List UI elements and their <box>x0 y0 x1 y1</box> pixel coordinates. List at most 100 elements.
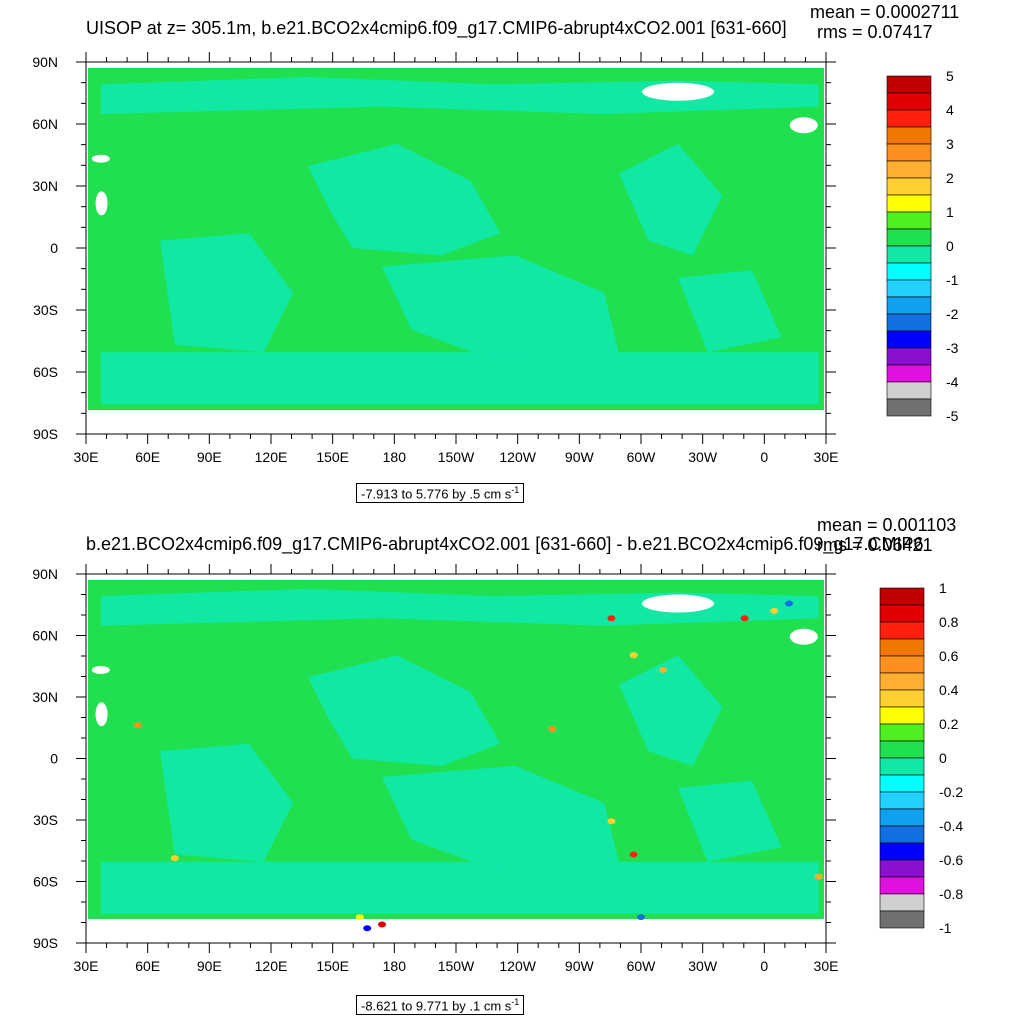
colorbar-label: -0.6 <box>939 852 963 868</box>
colorbar-swatch <box>886 364 932 383</box>
x-tick-label: 60W <box>627 958 657 974</box>
anomaly-mark <box>363 925 372 932</box>
colorbar-swatch <box>879 808 925 827</box>
colorbar-swatch <box>886 330 932 349</box>
colorbar-label: 0.8 <box>939 614 959 630</box>
colorbar-swatch <box>879 621 925 640</box>
x-tick-label: 30E <box>74 449 99 465</box>
colorbar-label: -0.2 <box>939 784 963 800</box>
colorbar-label: 0.4 <box>939 682 959 698</box>
colorbar-label: 0.2 <box>939 716 959 732</box>
x-tick-label: 90E <box>197 958 222 974</box>
colorbar-swatch <box>886 194 932 213</box>
ocean-region <box>382 765 619 870</box>
colorbar-label: -1 <box>946 272 959 288</box>
contour-range-text: -7.913 to 5.776 by .5 cm s <box>361 486 512 502</box>
x-tick-label: 120W <box>499 958 536 974</box>
colorbar-swatch <box>879 638 925 657</box>
x-tick-label: 180 <box>383 449 407 465</box>
colorbar-swatch <box>879 876 925 895</box>
greenland-blank <box>642 82 714 101</box>
x-tick-label: 30E <box>814 958 839 974</box>
colorbar-label: -4 <box>946 374 959 390</box>
colorbar-swatch <box>886 160 932 179</box>
colorbar-label: 0 <box>946 238 954 254</box>
ocean-region <box>160 743 294 862</box>
colorbar-swatch <box>879 587 925 606</box>
y-tick-label: 90N <box>32 54 58 70</box>
colorbar-label: -1 <box>939 920 952 936</box>
y-tick-label: 90S <box>33 935 58 951</box>
colorbar-label: 0 <box>939 750 947 766</box>
anomaly-mark <box>814 873 823 880</box>
contour-range-box: -7.913 to 5.776 by .5 cm s-1 <box>356 483 525 504</box>
x-tick-label: 90W <box>565 449 595 465</box>
y-tick-label: 30S <box>33 302 58 318</box>
x-tick-label: 0 <box>760 958 768 974</box>
ocean-region <box>618 655 723 766</box>
x-tick-label: 120E <box>255 958 288 974</box>
greenland-blank <box>642 594 714 613</box>
colorbar-label: 0.6 <box>939 648 959 664</box>
plot-title: UISOP at z= 305.1m, b.e21.BCO2x4cmip6.f0… <box>86 18 787 38</box>
map-plot: 30E 60E 90E 120E 150E 180 150W 120W 90W 60W 30W 0 30… <box>32 564 963 974</box>
rms-text: rms = 0.06421 <box>817 535 933 555</box>
x-tick-label: 90W <box>565 958 595 974</box>
colorbar-label: 3 <box>946 136 954 152</box>
anomaly-mark <box>607 615 616 622</box>
colorbar-label: -2 <box>946 306 959 322</box>
land-blank <box>91 665 110 674</box>
colorbar-label: 1 <box>946 204 954 220</box>
colorbar-label: -0.8 <box>939 886 963 902</box>
x-tick-label: 60W <box>627 449 657 465</box>
colorbar-swatch <box>886 398 932 417</box>
x-tick-label: 120E <box>255 449 288 465</box>
colorbar-swatch <box>886 262 932 281</box>
colorbar-swatch <box>886 228 932 247</box>
anomaly-mark <box>659 666 668 673</box>
x-tick-label: 150W <box>438 958 475 974</box>
anomaly-mark <box>378 921 386 928</box>
ocean-region <box>618 143 723 256</box>
land-blank <box>95 191 108 216</box>
anomaly-mark <box>133 722 142 729</box>
map-field <box>86 62 826 434</box>
y-tick-label: 60N <box>32 628 58 644</box>
map-plot: 30E 60E 90E 120E 150E 180 150W 120W 90W 60W 30W 0 30… <box>32 52 959 465</box>
anomaly-mark <box>740 615 749 622</box>
x-tick-label: 30E <box>74 958 99 974</box>
ocean-region <box>678 270 782 353</box>
colorbar-label: -3 <box>946 340 959 356</box>
x-tick-label: 60E <box>135 958 160 974</box>
colorbar-label: 5 <box>946 68 954 84</box>
anomaly-mark <box>785 600 793 607</box>
ocean-region <box>678 780 782 862</box>
colorbar-swatch <box>886 92 932 111</box>
x-tick-label: 150E <box>316 958 349 974</box>
ocean-region <box>160 233 294 353</box>
contour-range-text: -8.621 to 9.771 by .1 cm s <box>361 998 512 1014</box>
panel-top: UISOP at z= 305.1m, b.e21.BCO2x4cmip6.f0… <box>32 2 959 504</box>
colorbar-swatch <box>886 211 932 230</box>
map-field <box>86 574 826 943</box>
colorbar-swatch <box>879 706 925 725</box>
colorbar-swatch <box>886 313 932 332</box>
y-tick-label: 30S <box>33 812 58 828</box>
colorbar-label: 1 <box>939 580 947 596</box>
anomaly-mark <box>607 818 616 825</box>
y-tick-label: 90S <box>33 426 58 442</box>
ocean-region <box>100 352 819 405</box>
colorbar-swatch <box>879 672 925 691</box>
x-tick-label: 150E <box>316 449 349 465</box>
y-tick-label: 0 <box>50 751 58 767</box>
anomaly-mark <box>770 607 779 614</box>
contour-range-exponent: -1 <box>511 997 520 1007</box>
ocean-region <box>100 588 819 626</box>
y-tick-label: 60S <box>33 874 58 890</box>
land-blank <box>789 117 818 134</box>
colorbar-swatch <box>886 279 932 298</box>
ocean-region <box>100 76 819 115</box>
contour-range-exponent: -1 <box>511 485 520 495</box>
colorbar-swatch <box>879 604 925 623</box>
x-tick-label: 120W <box>499 449 536 465</box>
